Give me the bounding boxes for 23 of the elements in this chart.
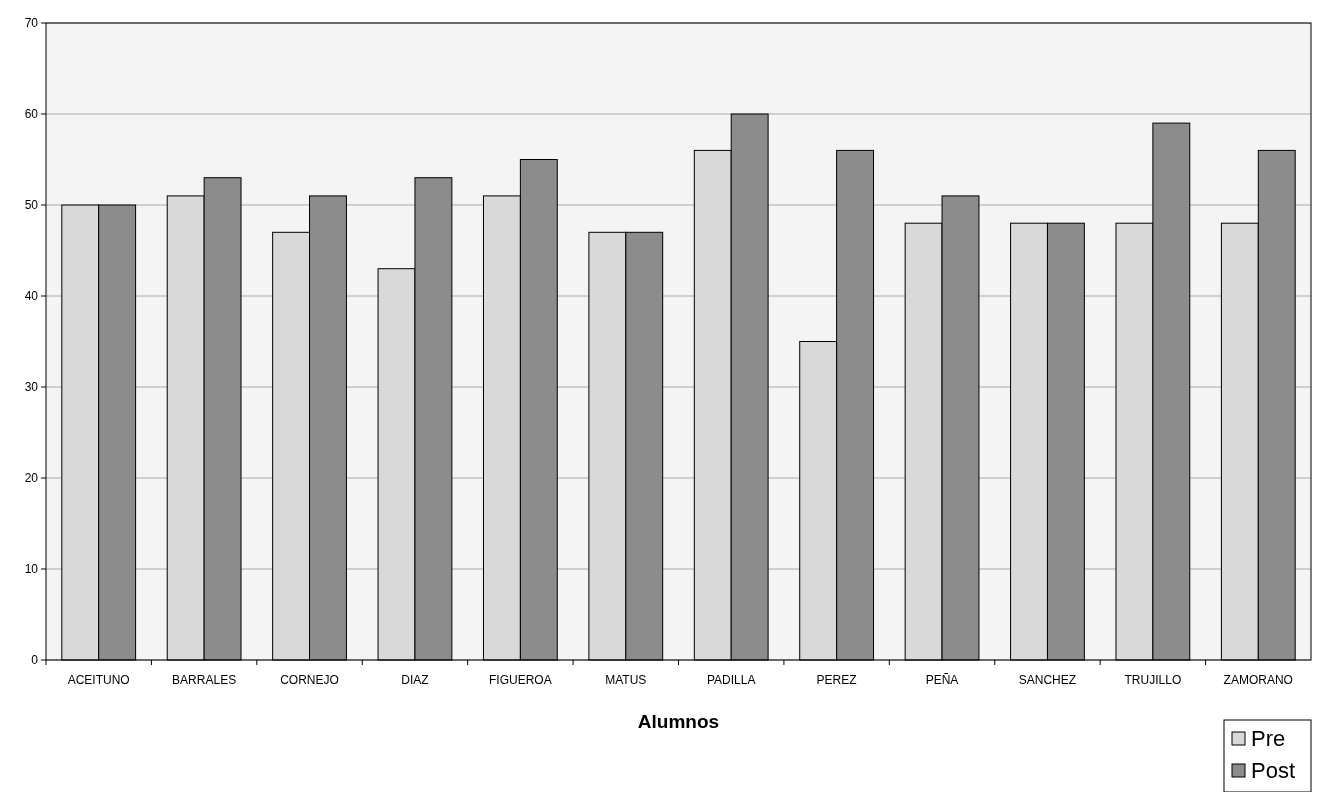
- y-tick-label: 10: [24, 562, 39, 577]
- x-tick-label: MATUS: [605, 673, 647, 687]
- x-tick-label: PEREZ: [816, 673, 857, 687]
- y-tick-label: 40: [24, 289, 39, 304]
- x-tick-label: CORNEJO: [280, 673, 339, 687]
- y-tick-label: 0: [31, 653, 39, 668]
- y-tick-label: 50: [24, 198, 39, 213]
- x-tick-label: TRUJILLO: [1124, 673, 1182, 687]
- x-tick-label: DIAZ: [401, 673, 429, 687]
- y-tick-label: 70: [24, 16, 39, 31]
- x-tick-label: FIGUEROA: [489, 673, 552, 687]
- y-tick-label: 30: [24, 380, 39, 395]
- x-tick-label: ZAMORANO: [1223, 673, 1293, 687]
- y-tick-label: 20: [24, 471, 39, 486]
- x-tick-label: PEÑA: [925, 673, 959, 687]
- legend-label: Pre: [1251, 725, 1286, 751]
- x-tick-label: BARRALES: [172, 673, 237, 687]
- x-tick-label: PADILLA: [706, 673, 756, 687]
- y-tick-label: 60: [24, 107, 39, 122]
- x-tick-label: ACEITUNO: [67, 673, 130, 687]
- x-axis-title: Alumnos: [637, 711, 720, 732]
- legend-label: Post: [1251, 757, 1296, 783]
- x-tick-label: SANCHEZ: [1018, 673, 1077, 687]
